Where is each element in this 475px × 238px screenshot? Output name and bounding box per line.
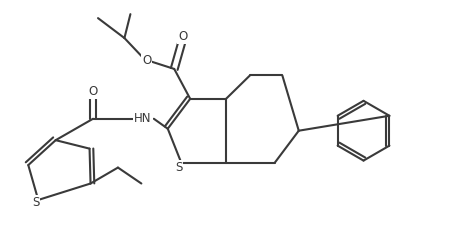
Text: O: O (142, 54, 152, 67)
Text: O: O (88, 85, 98, 98)
Text: S: S (32, 196, 39, 209)
Text: HN: HN (134, 112, 152, 125)
Text: S: S (175, 161, 182, 174)
Text: O: O (178, 30, 187, 43)
